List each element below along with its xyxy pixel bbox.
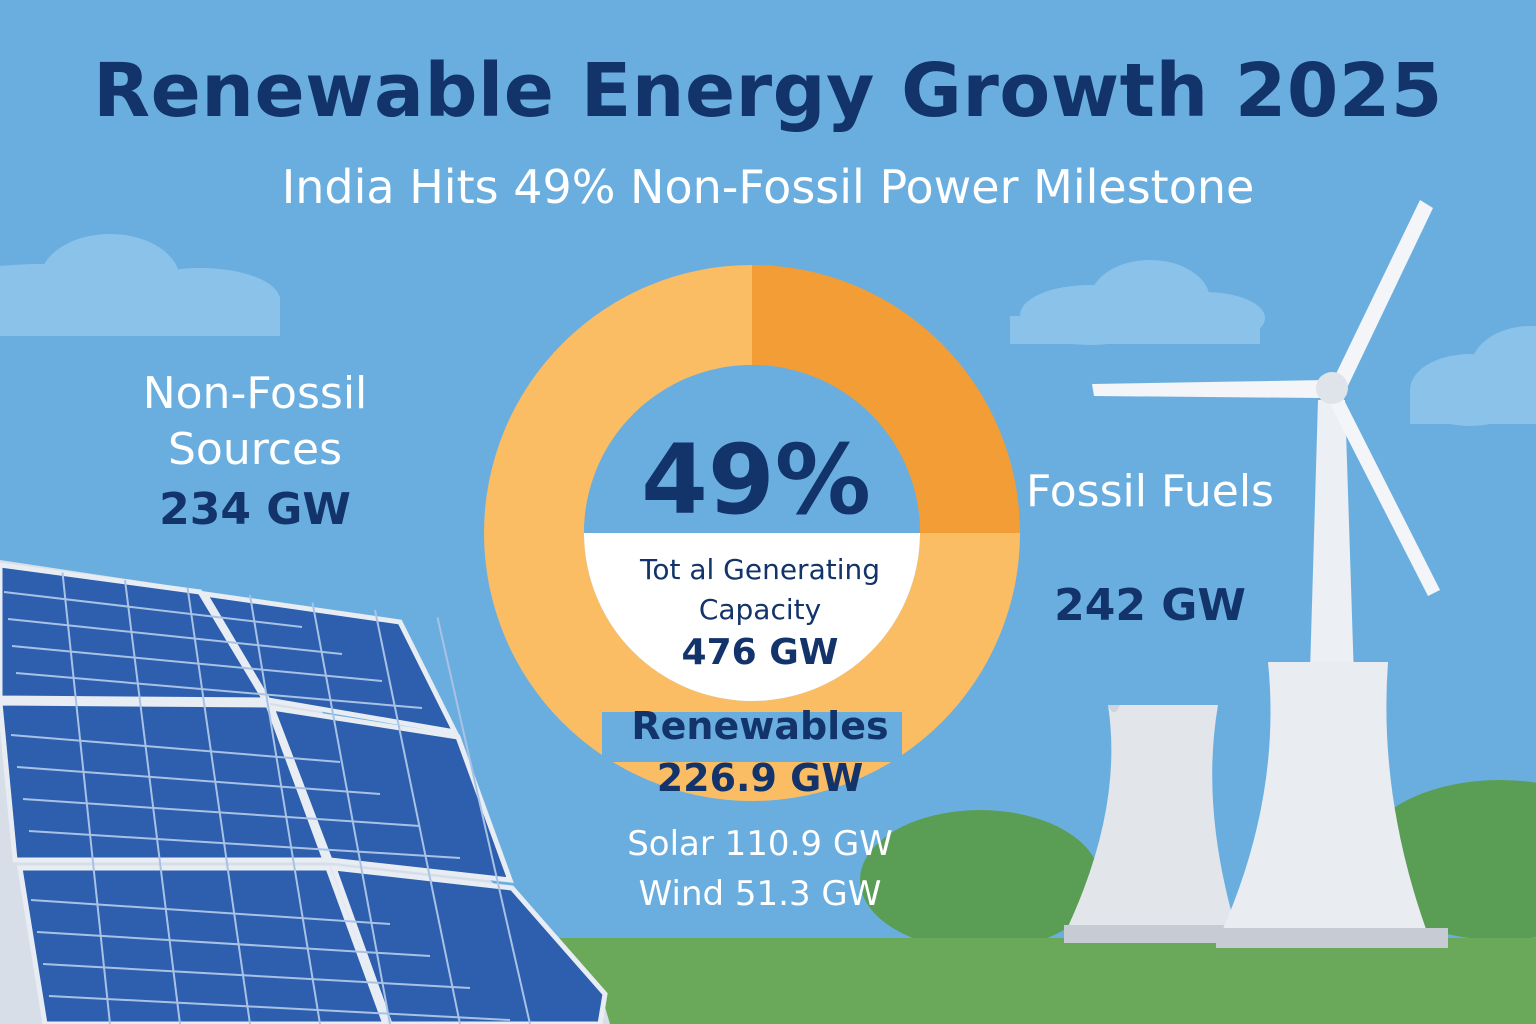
solar-module-3 — [0, 700, 329, 863]
non-fossil-value: 234 GW — [159, 484, 351, 535]
solar-module-5 — [17, 865, 388, 1024]
page-title: Renewable Energy Growth 2025 — [93, 48, 1443, 134]
fossil-value: 242 GW — [1054, 580, 1246, 631]
non-fossil-label: Non-Fossil Sources — [142, 368, 368, 475]
wind-turbine-icon — [1092, 200, 1440, 740]
cloud-icon — [1410, 326, 1536, 426]
donut-hole-top — [584, 365, 920, 533]
center-percent: 49% — [641, 424, 871, 536]
cloud-icon — [1010, 260, 1265, 345]
donut-hole-bottom — [584, 533, 920, 701]
renewables-label-band — [602, 712, 902, 762]
fossil-label: Fossil Fuels — [1026, 466, 1274, 517]
renewables-value: 226.9 GW — [656, 756, 864, 800]
donut-segment-1 — [752, 265, 1020, 533]
donut-segment-2 — [484, 265, 1020, 801]
center-label: Tot al Generating Capacity — [639, 553, 881, 626]
renewables-label: Renewables — [631, 704, 889, 748]
solar-module-4 — [268, 704, 514, 883]
donut-chart — [484, 265, 1020, 801]
cloud-icon — [0, 234, 280, 336]
center-value: 476 GW — [681, 632, 839, 673]
solar-cell-grid — [3, 572, 531, 1024]
page-subtitle: India Hits 49% Non-Fossil Power Mileston… — [281, 160, 1255, 214]
solar-panel-icon — [0, 560, 610, 1024]
cooling-tower-icon — [1064, 662, 1448, 948]
wind-breakdown: Wind 51.3 GW — [638, 874, 882, 914]
solar-breakdown: Solar 110.9 GW — [627, 824, 893, 864]
